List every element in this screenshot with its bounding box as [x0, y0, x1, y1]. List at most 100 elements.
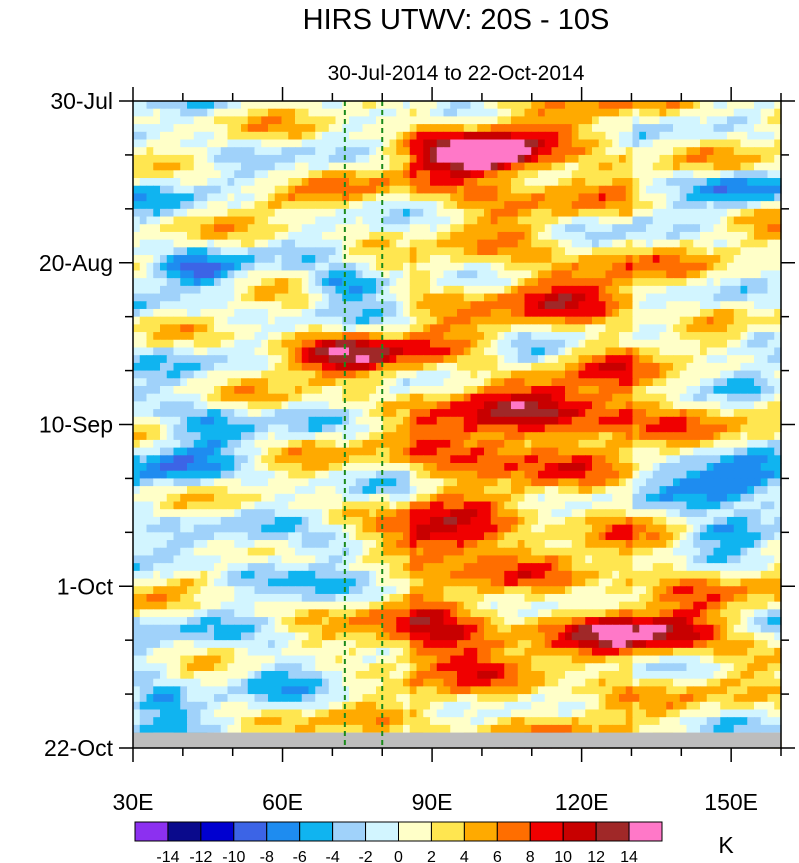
field-cell: [497, 478, 505, 487]
field-cell: [153, 416, 161, 426]
field-cell: [470, 270, 478, 279]
field-cell: [700, 493, 708, 503]
field-cell: [241, 424, 249, 433]
field-cell: [187, 147, 195, 156]
field-cell: [754, 139, 762, 148]
field-cell: [652, 432, 661, 441]
field-cell: [646, 362, 654, 372]
field-cell: [443, 370, 451, 379]
field-cell: [416, 424, 424, 433]
field-cell: [200, 416, 208, 426]
field-cell: [160, 385, 168, 395]
field-cell: [173, 301, 181, 310]
field-cell: [686, 432, 694, 441]
field-cell: [409, 416, 418, 426]
field-cell: [342, 308, 350, 318]
field-cell: [160, 185, 168, 195]
field-cell: [470, 131, 478, 141]
field-cell: [403, 401, 411, 410]
field-cell: [747, 439, 755, 449]
field-cell: [308, 162, 316, 171]
field-cell: [720, 447, 728, 456]
field-cell: [450, 424, 458, 433]
field-cell: [133, 285, 141, 295]
field-cell: [187, 362, 195, 372]
field-cell: [754, 401, 762, 410]
field-cell: [720, 478, 728, 487]
field-cell: [423, 108, 431, 117]
field-cell: [416, 401, 424, 410]
field-cell: [592, 208, 600, 218]
field-cell: [632, 170, 640, 179]
field-cell: [490, 470, 499, 480]
field-cell: [274, 147, 283, 156]
field-cell: [693, 101, 701, 110]
field-cell: [733, 170, 742, 179]
field-cell: [619, 139, 627, 148]
field-cell: [180, 170, 188, 179]
field-cell: [166, 247, 175, 256]
field-cell: [180, 455, 188, 464]
field-cell: [409, 355, 418, 364]
field-cell: [173, 439, 181, 449]
field-cell: [308, 147, 316, 156]
field-cell: [551, 285, 559, 295]
field-cell: [146, 378, 154, 387]
field-cell: [754, 255, 762, 264]
field-cell: [227, 324, 235, 333]
field-cell: [720, 139, 728, 148]
field-cell: [774, 216, 782, 225]
field-cell: [565, 347, 573, 356]
field-cell: [754, 324, 762, 333]
field-cell: [173, 231, 181, 241]
field-cell: [585, 478, 593, 487]
field-cell: [139, 293, 148, 302]
field-cell: [632, 101, 640, 110]
field-cell: [274, 185, 283, 195]
field-cell: [538, 370, 546, 379]
field-cell: [160, 401, 168, 410]
field-cell: [490, 324, 499, 333]
field-cell: [463, 293, 472, 302]
field-cell: [335, 308, 343, 318]
field-cell: [612, 362, 620, 372]
field-cell: [592, 124, 600, 133]
field-cell: [565, 455, 573, 464]
field-cell: [585, 262, 593, 272]
field-cell: [153, 147, 161, 156]
field-cell: [531, 208, 539, 218]
field-cell: [700, 416, 708, 426]
field-cell: [754, 193, 762, 202]
field-cell: [524, 478, 532, 487]
field-cell: [484, 478, 492, 487]
field-cell: [565, 285, 573, 295]
field-cell: [524, 154, 532, 164]
field-cell: [315, 147, 323, 156]
field-cell: [565, 432, 573, 441]
field-cell: [720, 455, 728, 464]
field-cell: [760, 162, 769, 171]
field-cell: [416, 185, 424, 195]
field-cell: [713, 455, 721, 464]
field-cell: [443, 301, 451, 310]
field-cell: [646, 231, 654, 241]
field-cell: [403, 439, 411, 449]
field-cell: [774, 208, 782, 218]
field-cell: [396, 324, 404, 333]
field-cell: [295, 224, 303, 233]
field-cell: [308, 124, 316, 133]
field-cell: [727, 255, 735, 264]
field-cell: [774, 178, 782, 187]
field-cell: [443, 293, 451, 302]
field-cell: [538, 224, 546, 233]
field-cell: [457, 139, 465, 148]
field-cell: [268, 124, 276, 133]
field-cell: [632, 231, 640, 241]
field-cell: [200, 285, 208, 295]
field-cell: [538, 178, 546, 187]
field-cell: [625, 424, 634, 433]
field-cell: [686, 447, 694, 456]
field-cell: [166, 162, 175, 171]
field-cell: [409, 347, 418, 356]
field-cell: [322, 486, 330, 495]
